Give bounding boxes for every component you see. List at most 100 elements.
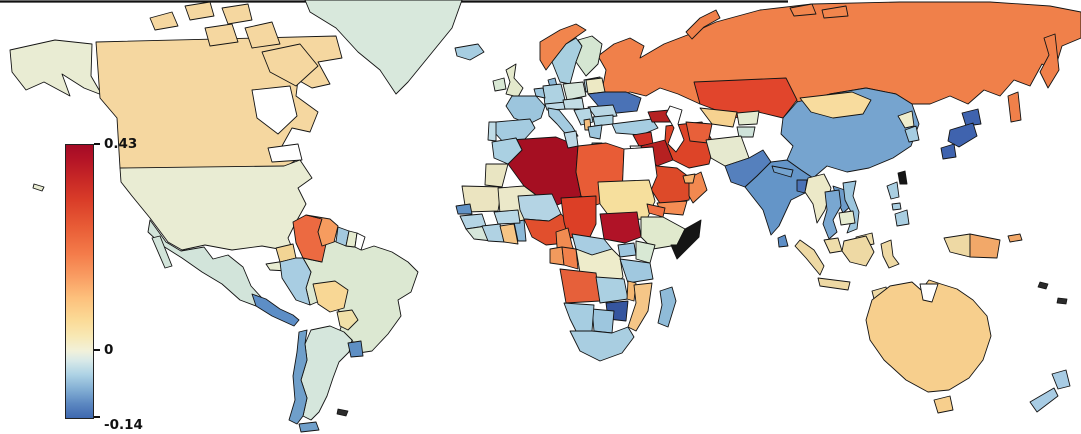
country-north-korea (897, 110, 915, 129)
country-vietnam (842, 180, 860, 234)
continent-oceania (865, 279, 1071, 414)
country-belarus (585, 77, 606, 95)
country-chile (288, 329, 308, 425)
country-madagascar (657, 286, 677, 328)
tasmania (933, 395, 954, 414)
country-ireland (492, 77, 507, 92)
region-central-europe (562, 97, 585, 110)
country-tajikistan (736, 126, 756, 138)
country-kenya (635, 240, 656, 264)
country-taiwan (897, 170, 908, 185)
nz-north-island (1051, 369, 1071, 390)
country-tunisia (563, 130, 579, 149)
country-south-sudan (599, 211, 642, 244)
region-benelux (533, 87, 546, 99)
country-uk (505, 63, 524, 98)
country-congo (561, 246, 579, 270)
country-south-africa (569, 326, 635, 362)
country-cambodia (838, 210, 856, 226)
country-papua-new-guinea (969, 233, 1001, 259)
region-western-sahara (484, 163, 509, 188)
colorbar-tick-label: 0 (104, 341, 114, 358)
country-russia (597, 1, 1081, 105)
country-somalia (670, 219, 702, 260)
novaya-zemlya (685, 9, 721, 40)
hawaii (32, 183, 45, 192)
country-france (505, 95, 546, 125)
colorbar-tick (94, 416, 100, 418)
colorbar-tick-label: -0.14 (104, 417, 143, 433)
country-iceland (454, 43, 485, 61)
region-french-guiana (354, 232, 366, 251)
japan-honshu (947, 122, 978, 148)
baja-california (151, 235, 173, 269)
region-russia (597, 1, 1081, 123)
nz-south-island (1029, 387, 1059, 413)
country-namibia (563, 302, 595, 336)
kamchatka (1039, 33, 1060, 89)
country-burkina-faso (493, 209, 521, 225)
country-peru (279, 257, 312, 306)
philippines-luzon (886, 181, 900, 200)
region-togo-benin (513, 219, 527, 242)
continent-south-america (275, 214, 419, 433)
arctic-island (244, 21, 281, 49)
country-poland (562, 81, 587, 101)
pacific-island-dash (1037, 281, 1049, 290)
country-angola (559, 268, 601, 304)
colorbar-tick-label: 0.43 (104, 136, 138, 152)
region-central-america (251, 293, 300, 327)
country-finland (575, 35, 603, 77)
indonesia-java (817, 277, 851, 291)
country-usa (119, 159, 313, 259)
svalbard (789, 3, 817, 17)
country-myanmar (804, 173, 832, 224)
continent-africa (455, 130, 702, 362)
country-tanzania (619, 258, 654, 284)
country-malaysia (823, 237, 843, 254)
country-romania (587, 104, 618, 119)
philippines-visayas (891, 202, 902, 211)
country-alaska (9, 39, 103, 97)
country-thailand (822, 189, 842, 240)
country-uae (682, 173, 696, 184)
continent-asia (665, 77, 1023, 300)
colorbar (65, 144, 94, 419)
country-kyrgyzstan (736, 110, 760, 126)
pacific-island-dash (1056, 297, 1068, 305)
arctic-island (204, 23, 239, 47)
country-nepal (771, 165, 794, 178)
baffin-island (261, 43, 319, 87)
country-zambia (595, 276, 629, 304)
colorbar-tick (94, 348, 100, 351)
country-uruguay (347, 340, 364, 358)
country-bangladesh (796, 179, 808, 194)
country-senegal (455, 203, 473, 215)
japan-kyushu (940, 143, 957, 160)
country-venezuela (305, 214, 339, 247)
png-islands (1007, 233, 1023, 243)
japan-hokkaido (961, 108, 982, 127)
country-uganda (617, 242, 637, 258)
svalbard-east (821, 5, 849, 19)
country-greenland (304, 0, 463, 95)
indonesia-sulawesi (880, 239, 900, 269)
country-uzbekistan (699, 107, 738, 128)
country-bolivia (312, 280, 349, 313)
great-lakes (267, 143, 303, 163)
country-mongolia (799, 91, 872, 119)
arctic-island (149, 11, 179, 31)
country-south-korea (904, 125, 920, 143)
country-bulgaria (592, 114, 614, 127)
colorbar-tick (94, 143, 100, 145)
country-turkey (611, 118, 659, 136)
country-paraguay (336, 309, 359, 331)
sakhalin (1007, 91, 1022, 123)
indonesia-west-papua (943, 233, 971, 258)
arctic-island (184, 1, 215, 21)
hudson-bay (251, 85, 298, 135)
country-australia (865, 279, 992, 393)
arctic-island (221, 3, 253, 25)
